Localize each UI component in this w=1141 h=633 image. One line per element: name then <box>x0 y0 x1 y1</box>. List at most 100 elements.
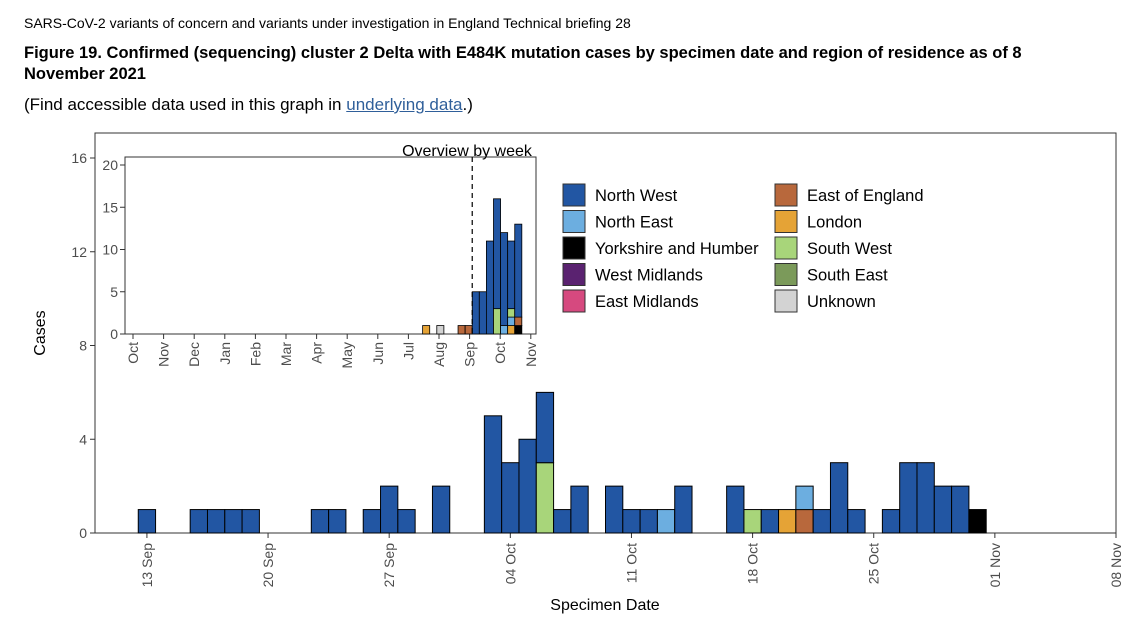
legend-item-yorkshire-and-humber: Yorkshire and Humber <box>562 236 759 260</box>
y-tick-label: 8 <box>79 338 87 354</box>
legend-label: Unknown <box>807 293 876 311</box>
legend-label: Yorkshire and Humber <box>595 240 759 258</box>
bar-north-west <box>847 509 866 534</box>
legend-swatch <box>562 263 586 286</box>
inset-x-tick-label: Jun <box>370 342 386 365</box>
bar-north-west <box>224 509 243 534</box>
inset-bar-north-west <box>478 291 487 335</box>
bar-yorkshire-and-humber <box>968 509 987 534</box>
bar-north-west <box>812 509 831 534</box>
inset-bar-north-west <box>500 232 509 326</box>
bar-north-west <box>535 391 555 464</box>
inset-x-tick-label: Dec <box>186 342 202 367</box>
y-tick-label: 16 <box>71 150 87 166</box>
legend-swatch <box>562 183 586 207</box>
x-tick-label: 18 Oct <box>745 543 761 584</box>
inset-bar-south-west <box>507 308 516 318</box>
inset-y-tick-label: 20 <box>102 157 118 173</box>
inset-y-tick-label: 5 <box>110 284 118 300</box>
legend-label: East of England <box>807 187 924 205</box>
bar-north-west <box>933 485 953 534</box>
inset-x-tick-label: Feb <box>247 342 263 366</box>
legend-label: North East <box>595 214 673 232</box>
inset-x-tick-label: Sep <box>462 342 478 367</box>
inset-bar-unknown <box>436 325 445 335</box>
bar-north-west <box>639 509 658 534</box>
y-tick-label: 0 <box>79 525 87 541</box>
bar-north-west <box>362 509 382 534</box>
x-tick-label: 20 Sep <box>260 543 276 588</box>
bar-north-west <box>483 415 503 534</box>
inset-x-tick-label: Jul <box>400 342 416 360</box>
inset-bar-east-of-england <box>464 325 473 335</box>
bar-north-west <box>951 485 970 534</box>
inset-bar-yorkshire-and-humber <box>514 325 523 335</box>
inset-title: Overview by week <box>402 143 533 160</box>
bar-north-west <box>518 438 537 534</box>
legend-item-west-midlands: West Midlands <box>562 263 703 286</box>
y-tick-label: 4 <box>79 431 87 447</box>
bar-north-west <box>553 509 572 534</box>
legend-swatch <box>774 183 798 207</box>
inset-bar-north-east <box>500 325 509 335</box>
inset-bar-south-west <box>493 308 501 335</box>
inset-y-tick-label: 0 <box>110 326 118 342</box>
legend-item-london: London <box>774 210 862 233</box>
inset-y-tick-label: 15 <box>102 199 118 215</box>
inset-y-tick-label: 10 <box>102 242 118 258</box>
legend-swatch <box>774 236 798 260</box>
bar-north-west <box>881 509 901 534</box>
x-tick-label: 25 Oct <box>866 543 882 584</box>
legend: North West North East Yorkshire and Humber… <box>562 183 924 313</box>
inset-bar-london <box>422 325 431 335</box>
legend-swatch <box>562 289 586 313</box>
bar-north-west <box>760 509 780 534</box>
document-header: SARS-CoV-2 variants of concern and varia… <box>24 15 631 31</box>
bar-north-west <box>328 509 347 534</box>
legend-swatch <box>774 210 798 233</box>
inset-x-tick-label: Mar <box>278 342 294 366</box>
inset-x-tick-label: May <box>339 342 355 368</box>
legend-item-unknown: Unknown <box>774 289 876 313</box>
inset-x-tick-label: Aug <box>431 342 447 367</box>
bar-south-west <box>743 509 762 534</box>
bar-north-west <box>397 509 416 534</box>
bar-north-west <box>380 485 399 534</box>
inset-bar-north-west <box>485 240 494 335</box>
bar-north-west <box>899 462 918 534</box>
inset-bar-north-west <box>507 240 516 310</box>
inset-x-tick-label: Nov <box>523 342 539 367</box>
legend-item-south-east: South East <box>774 263 888 286</box>
bar-north-west <box>622 509 641 534</box>
bar-north-west <box>501 462 520 534</box>
underlying-data-link[interactable]: underlying data <box>346 95 463 114</box>
legend-swatch <box>562 236 586 260</box>
x-tick-label: 01 Nov <box>987 543 1003 587</box>
legend-label: South East <box>807 267 888 285</box>
note-prefix: (Find accessible data used in this graph… <box>24 95 347 114</box>
bar-north-west <box>137 509 157 534</box>
inset-x-tick-label: Jan <box>217 342 233 365</box>
legend-label: London <box>807 214 862 232</box>
bar-north-west <box>829 462 849 534</box>
inset-bar-east-of-england <box>514 316 523 326</box>
inset-bar-london <box>507 325 516 335</box>
inset-panel <box>124 156 537 335</box>
x-tick-label: 08 Nov <box>1108 543 1124 587</box>
x-tick-label: 27 Sep <box>381 543 397 588</box>
inset-x-tick-label: Oct <box>125 342 141 364</box>
legend-swatch <box>774 289 798 313</box>
legend-label: North West <box>595 187 678 205</box>
bar-north-east <box>795 485 814 511</box>
bar-south-west <box>535 462 555 534</box>
x-tick-label: 04 Oct <box>502 543 518 584</box>
legend-label: South West <box>807 240 892 258</box>
bar-london <box>778 509 797 534</box>
note-suffix: .) <box>462 95 473 114</box>
legend-item-south-west: South West <box>774 236 892 260</box>
inset-bar-north-west <box>493 198 501 310</box>
bar-north-west <box>189 509 208 534</box>
legend-swatch <box>774 263 798 286</box>
bar-north-west <box>431 485 451 534</box>
